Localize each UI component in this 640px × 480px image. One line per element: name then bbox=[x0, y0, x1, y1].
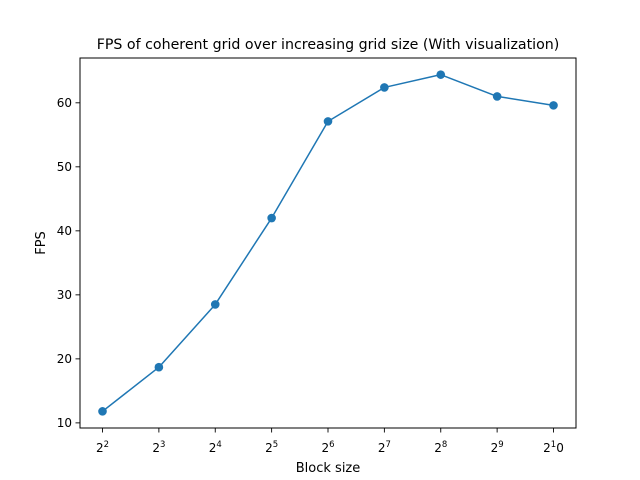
data-point bbox=[98, 407, 107, 416]
y-tick-label: 50 bbox=[57, 160, 72, 174]
data-point bbox=[380, 83, 389, 92]
x-tick-label: 24 bbox=[209, 440, 222, 455]
data-point bbox=[154, 362, 164, 372]
axes-frame bbox=[79, 57, 577, 429]
axis-ticks: 22 23 24 25 26 27 28 29 210 10 20 30 40 50 60 bbox=[57, 96, 564, 455]
data-point bbox=[323, 117, 333, 126]
y-tick-label: 30 bbox=[57, 288, 72, 302]
x-tick-label: 23 bbox=[152, 440, 165, 455]
y-tick-label: 20 bbox=[57, 352, 72, 366]
x-tick-label: 29 bbox=[491, 440, 504, 455]
x-axis-label: Block size bbox=[296, 461, 361, 476]
data-point bbox=[210, 300, 220, 309]
plot-area bbox=[98, 70, 558, 416]
x-tick-label: 26 bbox=[321, 440, 334, 455]
data-point bbox=[492, 92, 502, 101]
x-tick-label: 28 bbox=[434, 440, 447, 455]
x-tick-label: 27 bbox=[378, 440, 391, 455]
data-point bbox=[436, 70, 446, 79]
y-tick-label: 10 bbox=[57, 416, 72, 430]
chart-title: FPS of coherent grid over increasing gri… bbox=[97, 37, 560, 53]
y-axis-label: FPS bbox=[34, 231, 49, 255]
x-tick-label: 22 bbox=[96, 440, 109, 455]
x-tick-label: 25 bbox=[265, 440, 278, 455]
y-tick-label: 40 bbox=[57, 224, 72, 238]
data-point bbox=[267, 213, 276, 223]
y-tick-label: 60 bbox=[57, 96, 72, 110]
x-tick-label: 210 bbox=[543, 440, 564, 455]
data-point bbox=[549, 101, 558, 110]
